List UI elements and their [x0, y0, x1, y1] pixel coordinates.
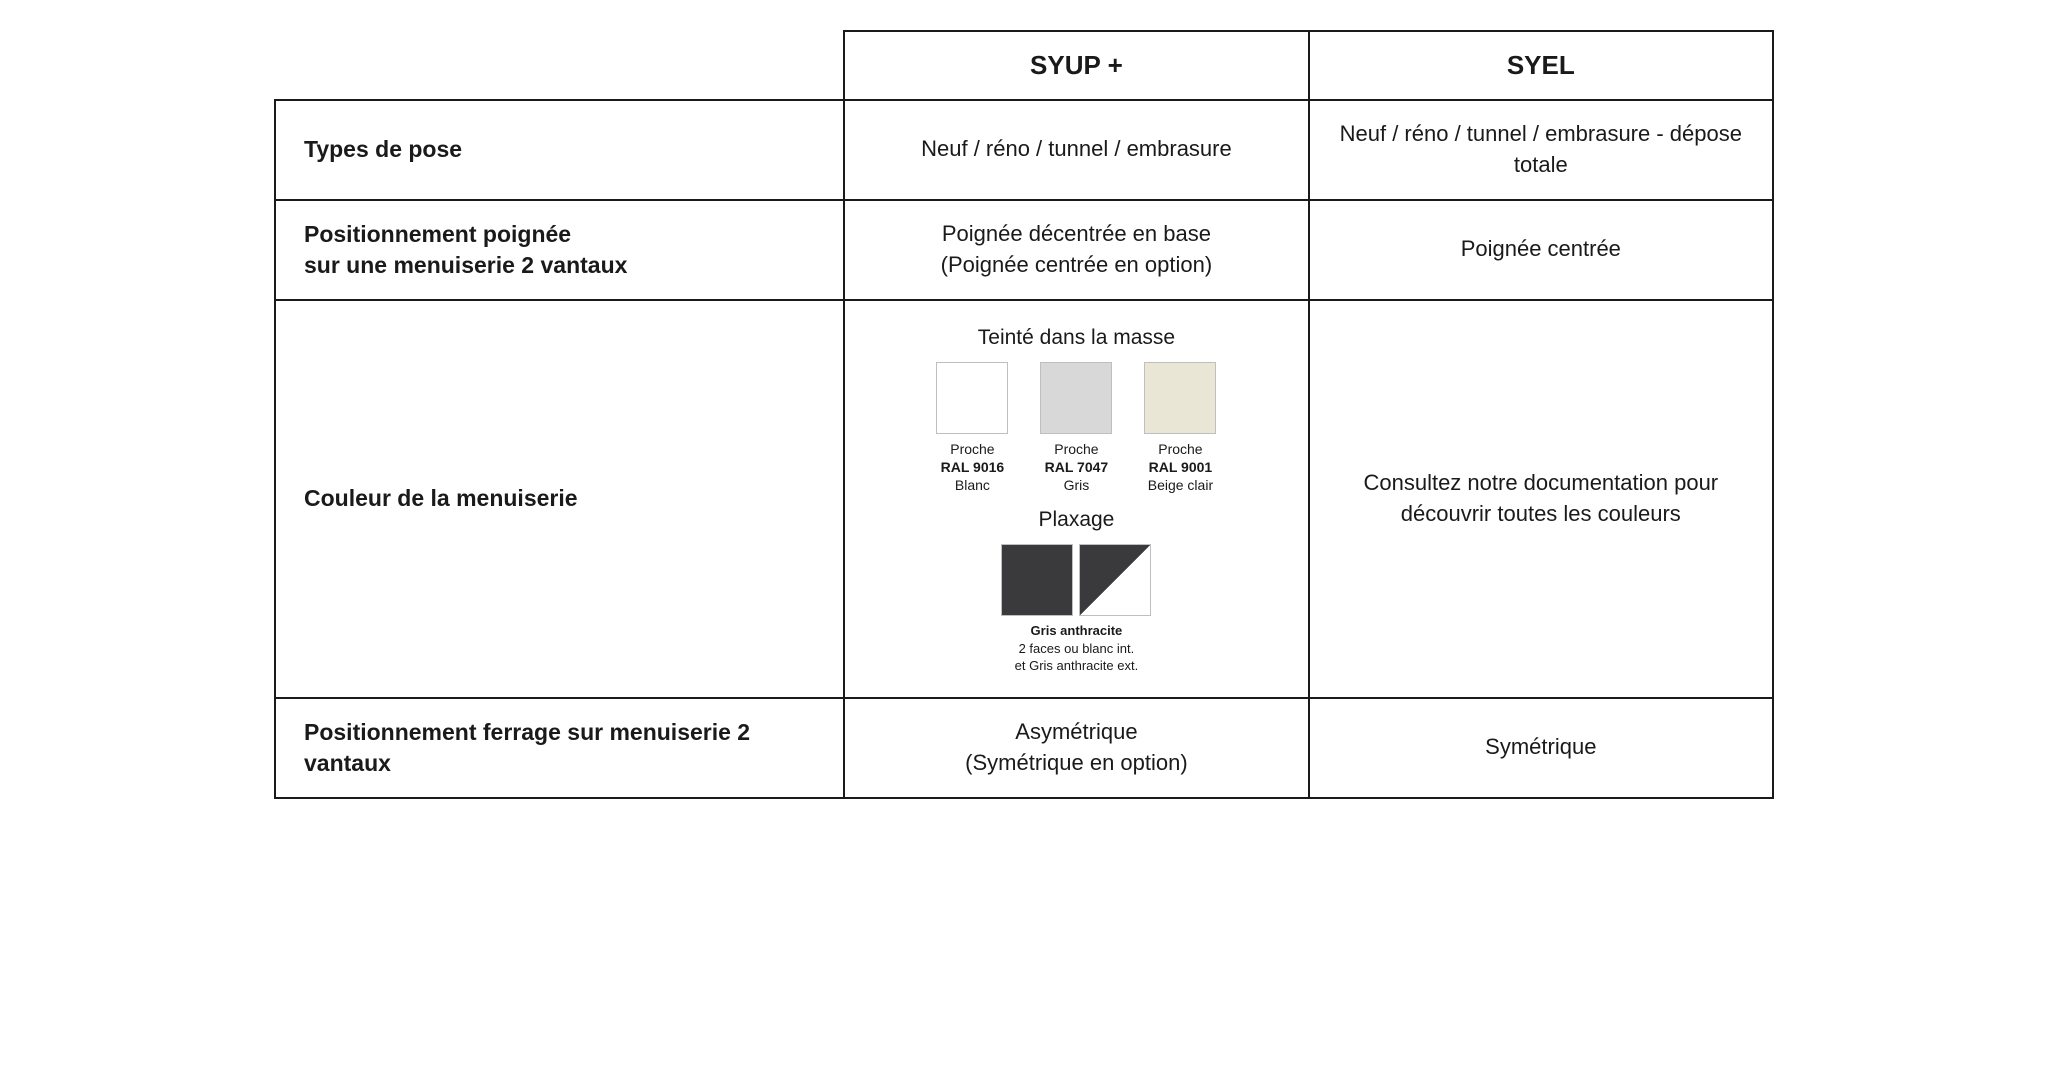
cell-poignee-syel: Poignée centrée [1309, 200, 1773, 300]
cell-line: Asymétrique [873, 717, 1279, 748]
swatch-gris: Proche RAL 7047 Gris [1040, 362, 1112, 495]
plaxage-split-icon [1079, 544, 1151, 616]
row-label-types-pose: Types de pose [275, 100, 844, 200]
cell-line: (Poignée centrée en option) [873, 250, 1279, 281]
row-label-poignee: Positionnement poignée sur une menuiseri… [275, 200, 844, 300]
swatch-box-icon [936, 362, 1008, 434]
color-swatches-container: Teinté dans la masse Proche RAL 9016 Bla… [873, 319, 1279, 679]
plaxage-title: Plaxage [873, 505, 1279, 534]
row-label-couleur: Couleur de la menuiserie [275, 300, 844, 698]
column-header-syel: SYEL [1309, 31, 1773, 100]
teinte-title: Teinté dans la masse [873, 323, 1279, 352]
table-row: Positionnement poignée sur une menuiseri… [275, 200, 1773, 300]
plaxage-caption-line: 2 faces ou blanc int. [873, 640, 1279, 658]
swatch-box-icon [1144, 362, 1216, 434]
table-row: Types de pose Neuf / réno / tunnel / emb… [275, 100, 1773, 200]
swatch-label: Proche [1158, 440, 1202, 458]
swatch-label: Blanc [955, 476, 990, 494]
swatch-label: RAL 9016 [941, 458, 1005, 476]
plaxage-solid-icon [1001, 544, 1073, 616]
row-label-text: Positionnement poignée sur une menuiseri… [304, 221, 627, 278]
cell-line: Poignée décentrée en base [873, 219, 1279, 250]
swatch-label: Proche [950, 440, 994, 458]
cell-types-pose-syel: Neuf / réno / tunnel / embrasure - dépos… [1309, 100, 1773, 200]
swatch-label: Gris [1064, 476, 1090, 494]
swatch-label: Beige clair [1148, 476, 1213, 494]
table-header-row: SYUP + SYEL [275, 31, 1773, 100]
table-row: Couleur de la menuiserie Teinté dans la … [275, 300, 1773, 698]
table-row: Positionnement ferrage sur menuiserie 2 … [275, 698, 1773, 798]
swatch-label: RAL 9001 [1149, 458, 1213, 476]
cell-line: (Symétrique en option) [873, 748, 1279, 779]
cell-ferrage-syel: Symétrique [1309, 698, 1773, 798]
comparison-table: SYUP + SYEL Types de pose Neuf / réno / … [274, 30, 1774, 799]
teinte-swatch-row: Proche RAL 9016 Blanc Proche RAL 7047 Gr… [873, 362, 1279, 495]
empty-corner-cell [275, 31, 844, 100]
swatch-label: Proche [1054, 440, 1098, 458]
swatch-label: RAL 7047 [1045, 458, 1109, 476]
column-header-syup: SYUP + [844, 31, 1308, 100]
swatch-beige: Proche RAL 9001 Beige clair [1144, 362, 1216, 495]
cell-couleur-syel: Consultez notre documentation pour décou… [1309, 300, 1773, 698]
cell-types-pose-syup: Neuf / réno / tunnel / embrasure [844, 100, 1308, 200]
plaxage-caption-line: et Gris anthracite ext. [873, 657, 1279, 675]
cell-poignee-syup: Poignée décentrée en base (Poignée centr… [844, 200, 1308, 300]
plaxage-swatch-row [873, 544, 1279, 616]
plaxage-caption-bold: Gris anthracite [873, 622, 1279, 640]
row-label-ferrage: Positionnement ferrage sur menuiserie 2 … [275, 698, 844, 798]
swatch-blanc: Proche RAL 9016 Blanc [936, 362, 1008, 495]
swatch-box-icon [1040, 362, 1112, 434]
cell-couleur-syup: Teinté dans la masse Proche RAL 9016 Bla… [844, 300, 1308, 698]
cell-ferrage-syup: Asymétrique (Symétrique en option) [844, 698, 1308, 798]
plaxage-caption: Gris anthracite 2 faces ou blanc int. et… [873, 622, 1279, 675]
